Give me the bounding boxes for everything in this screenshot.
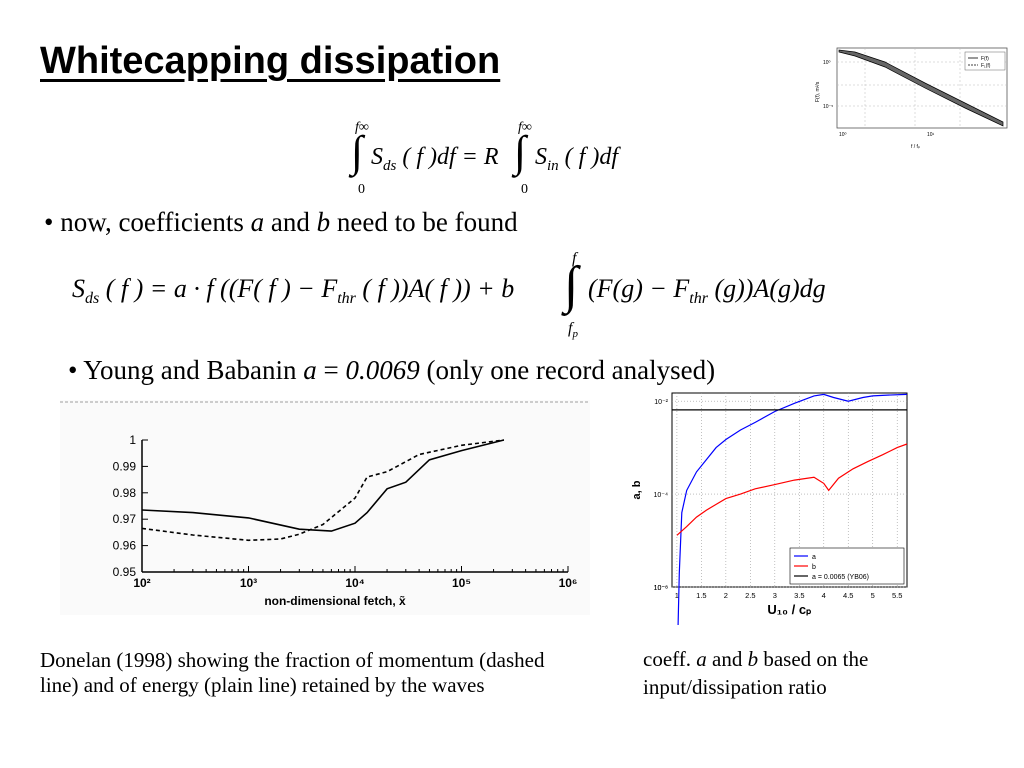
right-chart-xtick-label: 5 bbox=[871, 591, 875, 600]
eq1-rhs-sub: in bbox=[547, 157, 559, 174]
eq2-integral-lower: f bbox=[568, 320, 573, 337]
eq1-lhs: S bbox=[371, 144, 383, 170]
eq2-thr-2: thr bbox=[689, 290, 708, 308]
right-chart-xtick-label: 2.5 bbox=[745, 591, 755, 600]
equation-1: f∞ ∫ 0 Sds ( f )df = R f∞ ∫ 0 Sin ( f )d… bbox=[345, 118, 645, 203]
caption-right-and: and bbox=[712, 647, 743, 671]
right-chart-legend bbox=[789, 547, 905, 585]
eq1-integral-1-lower: 0 bbox=[358, 182, 365, 197]
left-chart-xtick-label: 10³ bbox=[240, 576, 257, 590]
right-chart-ytick-label: 10⁻⁴ bbox=[654, 492, 669, 499]
caption-right-b: b bbox=[747, 647, 759, 671]
eq1-integral-2-lower: 0 bbox=[521, 182, 528, 197]
thumbnail-band bbox=[838, 49, 1004, 127]
slide-title: Whitecapping dissipation bbox=[40, 40, 501, 82]
coefficients-chart: 1 1.5 2 2.5 3 3.5 4 4.5 5 5.5 10⁻² 10⁻⁴ 10⁻⁶10⁻⁸ a, b… bbox=[631, 392, 908, 625]
left-chart-xtick-label: 10⁴ bbox=[345, 576, 364, 590]
right-chart-ytick-label: 10⁻⁶ bbox=[654, 585, 668, 592]
right-chart-xlabel: U₁₀ / cₚ bbox=[767, 602, 812, 617]
left-chart-ytick-label: 0.99 bbox=[113, 459, 137, 473]
right-chart-xtick-label: 3 bbox=[773, 591, 777, 600]
thumbnail-ylabel: F(f), m²/s bbox=[815, 81, 821, 102]
thumbnail-ytick-1: 10⁰ bbox=[823, 60, 831, 66]
bullet-1-a: a bbox=[250, 207, 265, 237]
thumbnail-legend-label-2: F₁(f) bbox=[981, 63, 991, 69]
left-chart-xlabel: non-dimensional fetch, x̃ bbox=[264, 594, 406, 608]
thumbnail-xlabel: f / fₚ bbox=[911, 144, 920, 150]
eq1-integral-1-sign: ∫ bbox=[351, 127, 364, 176]
left-chart-xtick-label: 10² bbox=[133, 576, 150, 590]
caption-right-a: a bbox=[696, 647, 707, 671]
legend-label: a = 0.0065 (YB06) bbox=[812, 574, 869, 581]
left-chart-xtick-label: 10⁶ bbox=[559, 576, 578, 590]
left-chart-ytick-label: 0.96 bbox=[113, 539, 137, 553]
caption-right-post: based on the input/dissipation ratio bbox=[643, 647, 869, 699]
left-chart-ytick-label: 0.97 bbox=[113, 512, 137, 526]
series-line-b bbox=[676, 443, 908, 536]
eq1-rhs: S bbox=[535, 144, 547, 170]
bullet-2-a: a bbox=[303, 355, 317, 385]
left-chart-ytick-label: 0.98 bbox=[113, 486, 137, 500]
legend-label: b bbox=[812, 564, 816, 571]
bullet-2-marker: • bbox=[68, 355, 78, 385]
bullet-2-pre: Young and Babanin bbox=[83, 355, 297, 385]
left-chart-background bbox=[60, 400, 590, 615]
eq2-lhs: S bbox=[72, 274, 85, 303]
equation-2: Sds ( f ) = a · f ((F( f ) − Fthr ( f ))… bbox=[72, 248, 952, 343]
bullet-2-eq: = bbox=[323, 355, 339, 385]
eq2-integral-upper: f bbox=[572, 250, 577, 267]
right-chart-xtick-label: 4.5 bbox=[843, 591, 853, 600]
right-chart-ytick-label: 10⁻⁸ bbox=[654, 585, 668, 592]
right-chart-xtick-label: 1.5 bbox=[696, 591, 706, 600]
right-chart-xtick-label: 1 bbox=[675, 591, 679, 600]
bullet-1-mid: and bbox=[270, 207, 310, 237]
eq2-tail-b: (g))A(g)dg bbox=[714, 274, 826, 303]
right-chart-xtick-label: 5.5 bbox=[892, 591, 902, 600]
eq2-lhs-arg: ( f ) = a · f ((F( f ) − F bbox=[105, 274, 338, 303]
legend-label: a bbox=[812, 554, 816, 561]
momentum-dashed-line bbox=[141, 439, 504, 542]
caption-donelan: Donelan (1998) showing the fraction of m… bbox=[40, 648, 545, 697]
eq1-integral-1-upper: f∞ bbox=[355, 120, 369, 135]
left-chart-xtick-label: 10⁵ bbox=[452, 576, 471, 590]
right-chart-xtick-label: 3.5 bbox=[794, 591, 804, 600]
bullet-coefficients: • now, coefficients a and b need to be f… bbox=[44, 207, 518, 238]
thumbnail-legend bbox=[964, 51, 1006, 71]
eq1-lhs-sub: ds bbox=[383, 157, 397, 174]
eq1-integral-2-upper: f∞ bbox=[518, 120, 532, 135]
right-chart-xtick-label: 4 bbox=[822, 591, 826, 600]
eq2-lhs-sub: ds bbox=[85, 290, 100, 308]
bullet-2-value: 0.0069 bbox=[345, 355, 420, 385]
caption-right-pre: coeff. bbox=[643, 647, 691, 671]
eq1-rhs-arg: ( f )df bbox=[564, 144, 618, 170]
right-chart-ylabel: a, b bbox=[631, 480, 643, 499]
eq2-thr-1: thr bbox=[337, 290, 356, 308]
thumbnail-xtick-1: 10⁰ bbox=[839, 132, 847, 138]
eq2-tail-a: (F(g) − F bbox=[588, 274, 690, 303]
right-chart-xtick-label: 2 bbox=[724, 591, 728, 600]
thumbnail-ytick-2: 10⁻⁵ bbox=[823, 104, 833, 110]
bullet-2-post: (only one record analysed) bbox=[426, 355, 716, 385]
bullet-1-pre: now, coefficients bbox=[60, 207, 244, 237]
left-chart-ytick-label: 0.95 bbox=[113, 565, 137, 579]
eq1-lhs-arg: ( f )df bbox=[402, 144, 456, 170]
bullet-1-post: need to be found bbox=[336, 207, 518, 237]
donelan-fetch-chart: 0.95 0.96 0.97 0.98 0.99 1 10² 10³ 10⁴ 10⁵ 10⁶ non-… bbox=[60, 400, 590, 615]
bullet-young-babanin: • Young and Babanin a = 0.0069 (only one… bbox=[68, 355, 715, 386]
thumbnail-spectrum-chart: F(f) F₁(f) 10⁰ 10⁻⁵ 10⁰ 10¹ f / fₚ F(f),… bbox=[815, 40, 1015, 155]
energy-solid-line bbox=[141, 439, 505, 532]
eq1-integral-2-sign: ∫ bbox=[514, 127, 527, 176]
bullet-1-marker: • bbox=[44, 207, 54, 237]
left-chart-ytick-label: 1 bbox=[129, 433, 136, 447]
right-chart-ytick-label: 10⁻² bbox=[654, 399, 668, 406]
series-line-a bbox=[677, 393, 908, 625]
eq2-integral-sign: ∫ bbox=[564, 257, 579, 314]
thumbnail-xtick-2: 10¹ bbox=[927, 132, 935, 138]
caption-coefficients: coeff. a and b based on the input/dissip… bbox=[643, 645, 943, 701]
eq1-equals-r: = R bbox=[461, 144, 499, 170]
bullet-1-b: b bbox=[316, 207, 331, 237]
thumbnail-legend-label-1: F(f) bbox=[981, 56, 989, 62]
eq2-mid: ( f ))A( f )) + b bbox=[362, 274, 515, 303]
eq2-integral-lower-sub: p bbox=[572, 328, 578, 341]
